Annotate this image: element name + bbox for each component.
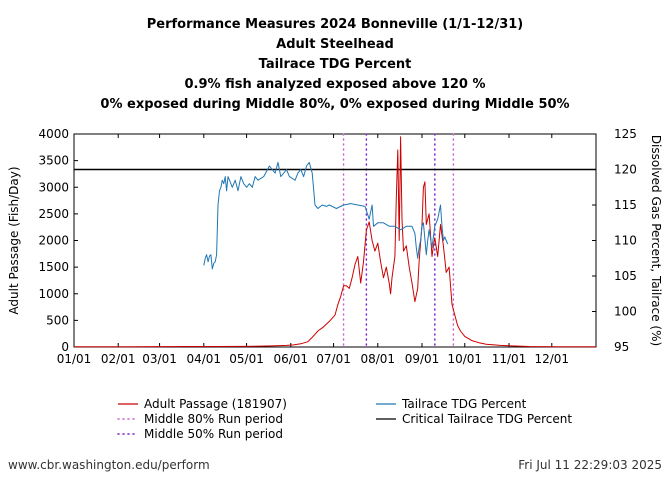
chart-title: Performance Measures 2024 Bonneville (1/…	[100, 17, 569, 112]
series-lines	[74, 136, 596, 348]
title-line: Adult Steelhead	[276, 37, 394, 52]
y-right-tick-label: 125	[614, 127, 637, 141]
y-left-tick-label: 0	[61, 340, 69, 354]
x-tick-label: 01/01	[57, 352, 92, 366]
x-tick-label: 10/01	[447, 352, 482, 366]
x-axis: 01/01 02/01 03/01 04/01 05/01 06/01 07/01 08/01…	[57, 134, 569, 366]
y-left-tick-label: 2500	[38, 207, 69, 221]
x-tick-label: 05/01	[229, 352, 264, 366]
x-tick-label: 09/01	[405, 352, 440, 366]
x-tick-label: 08/01	[360, 352, 395, 366]
y-axis-left: 0 500 1000 1500 2000 2500 3000 3500 4000 Adult Pa…	[7, 127, 78, 354]
y-left-axis-label: Adult Passage (Fish/Day)	[7, 166, 21, 314]
legend-adult-passage-label: Adult Passage (181907)	[144, 397, 287, 411]
y-right-tick-label: 105	[614, 269, 637, 283]
y-right-tick-label: 120	[614, 163, 637, 177]
legend-tdg-label: Tailrace TDG Percent	[401, 397, 527, 411]
x-tick-label: 07/01	[316, 352, 351, 366]
y-left-tick-label: 3000	[38, 180, 69, 194]
y-left-tick-label: 3500	[38, 154, 69, 168]
legend-critical-tdg-label: Critical Tailrace TDG Percent	[402, 412, 572, 426]
x-tick-label: 11/01	[492, 352, 527, 366]
tdg-series-line	[203, 161, 449, 270]
y-right-tick-label: 95	[614, 340, 629, 354]
x-tick-label: 03/01	[142, 352, 177, 366]
legend: Adult Passage (181907)Middle 80% Run per…	[117, 397, 572, 441]
y-right-tick-label: 100	[614, 305, 637, 319]
adult-passage-series-line	[74, 136, 596, 348]
y-left-tick-label: 4000	[38, 127, 69, 141]
y-right-tick-label: 115	[614, 198, 637, 212]
title-line: 0.9% fish analyzed exposed above 120 %	[184, 77, 485, 92]
x-tick-label: 04/01	[186, 352, 221, 366]
legend-middle-80-label: Middle 80% Run period	[144, 412, 283, 426]
x-tick-label: 12/01	[534, 352, 569, 366]
title-line: 0% exposed during Middle 80%, 0% exposed…	[100, 97, 569, 112]
y-axis-right: 95 100 105 110 115 120 125 Dissolved Gas Percen…	[592, 127, 663, 354]
footer-timestamp: Fri Jul 11 22:29:03 2025	[518, 458, 662, 472]
y-right-axis-label: Dissolved Gas Percent, Tailrace (%)	[649, 135, 663, 346]
title-line: Performance Measures 2024 Bonneville (1/…	[147, 17, 524, 32]
x-tick-label: 06/01	[273, 352, 308, 366]
y-left-tick-label: 1000	[38, 287, 69, 301]
y-left-tick-label: 1500	[38, 260, 69, 274]
y-left-tick-label: 2000	[38, 234, 69, 248]
x-tick-label: 02/01	[101, 352, 136, 366]
y-right-tick-label: 110	[614, 234, 637, 248]
footer-url: www.cbr.washington.edu/perform	[8, 458, 210, 472]
y-left-tick-label: 500	[46, 313, 69, 327]
title-line: Tailrace TDG Percent	[259, 57, 412, 72]
legend-middle-50-label: Middle 50% Run period	[144, 427, 283, 441]
